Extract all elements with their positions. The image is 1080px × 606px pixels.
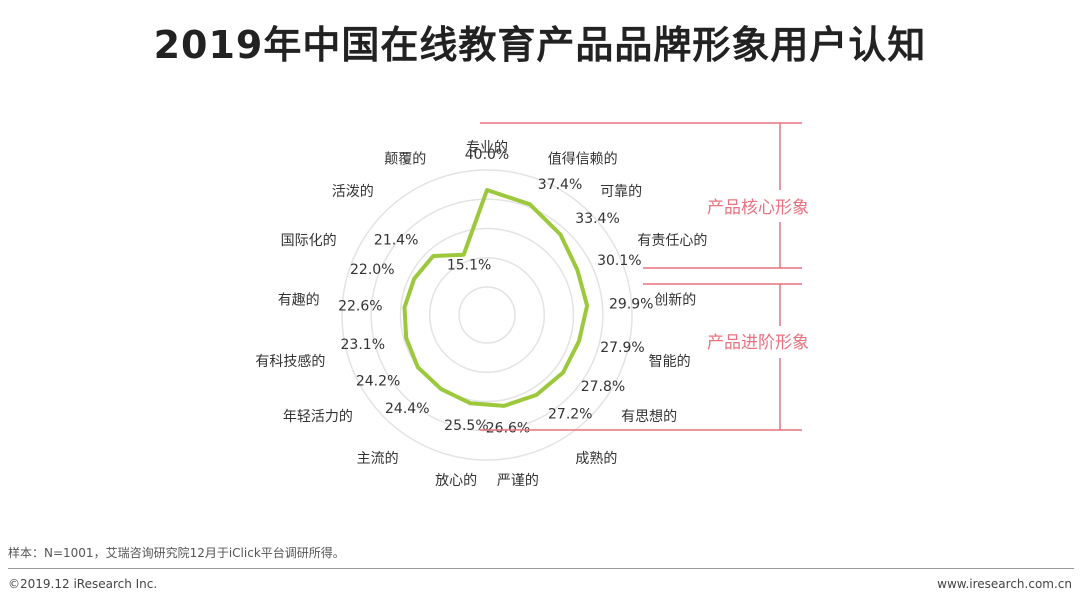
category-label: 主流的: [357, 451, 399, 467]
category-label: 创新的: [654, 293, 696, 309]
radar-series: [402, 188, 590, 408]
value-label: 40.0%: [465, 147, 509, 163]
category-label: 年轻活力的: [283, 409, 353, 425]
series-line: [402, 188, 590, 408]
category-label: 值得信赖的: [548, 150, 618, 167]
radar-grid: [341, 169, 633, 461]
category-label: 活泼的: [332, 184, 374, 200]
value-label: 29.9%: [609, 297, 653, 313]
bracket-label-advanced: 产品进阶形象: [707, 333, 809, 353]
category-label: 严谨的: [497, 473, 539, 489]
bracket-label-core: 产品核心形象: [707, 198, 809, 218]
value-label: 22.0%: [350, 262, 394, 278]
footer-copyright: ©2019.12 iResearch Inc.: [8, 577, 158, 591]
value-label: 25.5%: [444, 418, 488, 434]
value-label: 15.1%: [447, 258, 491, 274]
value-label: 21.4%: [374, 233, 418, 249]
value-label: 26.6%: [486, 421, 530, 437]
value-label: 37.4%: [538, 177, 582, 193]
category-label: 有趣的: [278, 293, 320, 309]
category-label: 放心的: [435, 473, 477, 489]
grid-ring: [341, 169, 633, 461]
value-labels: 40.0% 37.4% 33.4% 30.1% 29.9% 27.9% 27.8% 27.2%…: [338, 147, 653, 437]
value-label: 33.4%: [575, 211, 619, 227]
grid-ring: [370, 198, 604, 432]
value-label: 27.9%: [600, 340, 644, 356]
category-label: 有科技感的: [255, 353, 325, 370]
page-title: 2019年中国在线教育产品品牌形象用户认知: [153, 23, 927, 67]
category-label: 专业的: [466, 140, 508, 156]
category-label: 有责任心的: [637, 233, 707, 249]
category-label: 颠覆的: [384, 151, 426, 167]
value-label: 24.2%: [356, 374, 400, 390]
value-label: 23.1%: [341, 337, 385, 353]
grid-ring: [458, 286, 516, 344]
category-label: 有思想的: [621, 409, 677, 425]
category-label: 智能的: [649, 354, 691, 370]
category-label: 成熟的: [575, 451, 617, 467]
value-label: 30.1%: [597, 253, 641, 269]
category-label: 可靠的: [600, 184, 642, 200]
value-label: 27.2%: [548, 407, 592, 423]
footer-divider: [8, 568, 1074, 569]
sample-note: 样本：N=1001，艾瑞咨询研究院12月于iClick平台调研所得。: [8, 546, 345, 560]
value-label: 22.6%: [338, 298, 382, 314]
grid-ring: [399, 227, 575, 403]
value-label: 27.8%: [581, 379, 625, 395]
value-label: 24.4%: [385, 401, 429, 417]
grid-ring: [428, 256, 546, 374]
category-label: 国际化的: [281, 233, 337, 249]
footer-website[interactable]: www.iresearch.com.cn: [937, 577, 1072, 591]
